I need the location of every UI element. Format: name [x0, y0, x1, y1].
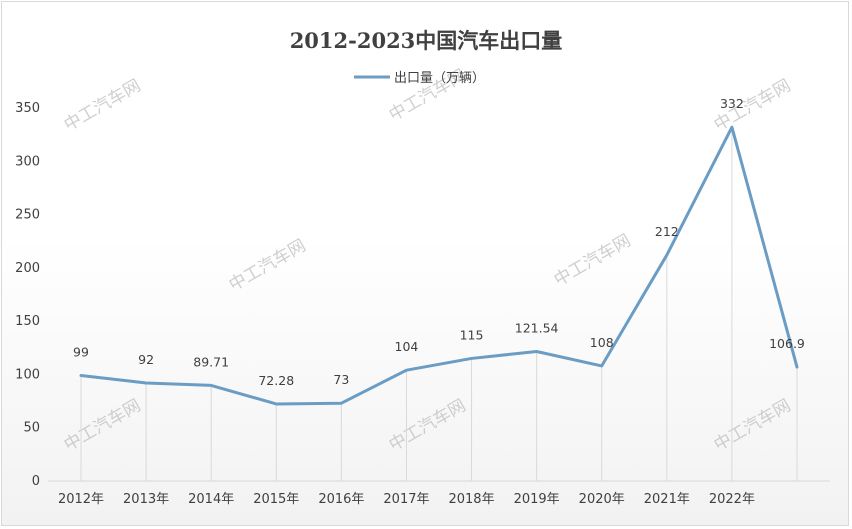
y-axis-tick-labels: 0 50 100 150 200 250 300 350	[15, 101, 40, 489]
x-tick-label: 2020年	[579, 492, 625, 507]
x-tick-label: 2021年	[644, 492, 690, 507]
data-label: 72.28	[258, 373, 294, 388]
data-label: 73	[333, 372, 349, 387]
y-tick-label: 350	[15, 101, 40, 116]
y-tick-label: 200	[15, 261, 40, 276]
data-labels: 99 92 89.71 72.28 73 104 115 121.54 108 212 332 106…	[73, 96, 805, 388]
data-label: 89.71	[193, 354, 229, 369]
x-tick-label: 2019年	[514, 492, 560, 507]
chart-title: 2012-2023中国汽车出口量	[290, 28, 563, 53]
x-axis-tick-labels: 2012年 2013年 2014年 2015年 2016年 2017年 2018年 2019年…	[58, 492, 755, 507]
watermark-text: 中工汽车网	[386, 396, 470, 456]
y-tick-label: 100	[15, 367, 40, 382]
x-tick-label: 2017年	[383, 492, 429, 507]
x-tick-label: 2018年	[448, 492, 494, 507]
watermark-text: 中工汽车网	[711, 396, 795, 456]
x-tick-label: 2016年	[318, 492, 364, 507]
data-label: 104	[395, 339, 419, 354]
data-label: 99	[73, 344, 89, 359]
data-label: 121.54	[515, 320, 559, 335]
x-tick-label: 2022年	[709, 492, 755, 507]
y-tick-label: 250	[15, 208, 40, 223]
y-tick-label: 300	[15, 154, 40, 169]
x-tick-label: 2013年	[123, 492, 169, 507]
y-tick-label: 150	[15, 314, 40, 329]
x-tick-label: 2012年	[58, 492, 104, 507]
x-tick-label: 2015年	[253, 492, 299, 507]
y-tick-label: 0	[32, 474, 40, 489]
legend: 出口量（万辆）	[354, 71, 485, 86]
data-label: 108	[590, 335, 614, 350]
legend-label: 出口量（万辆）	[394, 71, 485, 86]
vertical-gridlines	[80, 127, 798, 481]
data-label: 212	[655, 224, 679, 239]
data-label: 92	[138, 352, 154, 367]
series-line-export-volume	[79, 125, 799, 406]
watermark-text: 中工汽车网	[226, 236, 310, 296]
watermark-text: 中工汽车网	[61, 396, 145, 456]
data-label: 332	[720, 96, 744, 111]
data-label: 115	[460, 327, 484, 342]
watermark-text: 中工汽车网	[61, 76, 145, 136]
data-label: 106.9	[769, 336, 805, 351]
x-tick-label: 2014年	[188, 492, 234, 507]
y-tick-label: 50	[23, 421, 40, 436]
watermark-text: 中工汽车网	[551, 231, 635, 291]
